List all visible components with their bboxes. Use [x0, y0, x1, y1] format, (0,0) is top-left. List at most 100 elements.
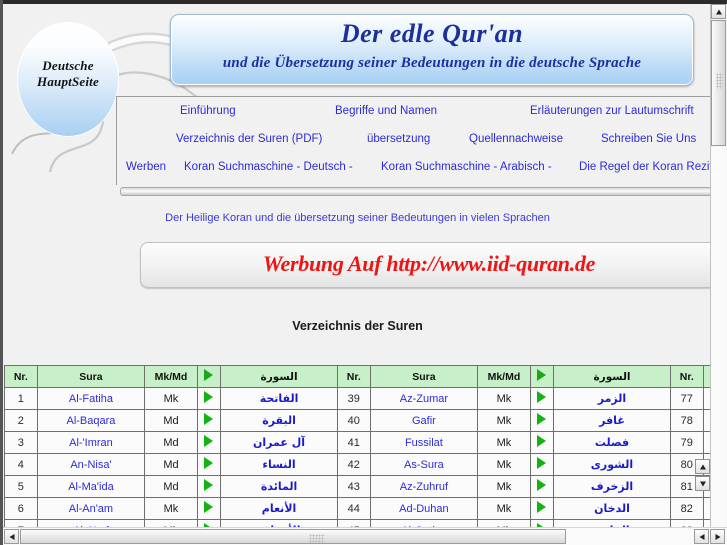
cell-play-button[interactable] — [196, 497, 222, 520]
cell-arabic[interactable]: الشورى — [553, 453, 671, 476]
cell-play-button[interactable] — [529, 387, 555, 410]
col-header-mkmd-1[interactable]: Mk/Md — [144, 365, 198, 388]
cell-sura[interactable]: An-Nisa' — [36, 453, 146, 476]
window-scroll-left-button-2[interactable] — [694, 529, 709, 544]
nav-link-row2-1[interactable]: übersetzung — [367, 133, 431, 145]
nav-link-row3-1[interactable]: Koran Suchmaschine - Deutsch - — [184, 161, 353, 173]
cell-arabic[interactable]: الأعراف — [220, 519, 338, 528]
cell-play-button[interactable] — [529, 431, 555, 454]
cell-sura[interactable]: Al-Gatiya — [369, 519, 479, 528]
cell-sura[interactable]: Az-Zuhruf — [369, 475, 479, 498]
col-header-mkmd-2[interactable]: Mk/Md — [477, 365, 531, 388]
window-vertical-scroll-thumb[interactable] — [711, 20, 726, 146]
cell-play-button[interactable] — [529, 475, 555, 498]
col-header-nr-1[interactable]: Nr. — [4, 365, 38, 388]
cell-arabic[interactable]: الجاثية — [553, 519, 671, 528]
nav-link-row1-1[interactable]: Begriffe und Namen — [335, 105, 438, 117]
cell-play-button[interactable] — [529, 409, 555, 432]
window-scroll-up-button[interactable] — [711, 4, 726, 19]
cell-play-button[interactable] — [196, 519, 222, 528]
table-row[interactable]: 2Al-BaqaraMdالبقرة40GafirMkغافر78An-Naba… — [4, 409, 711, 432]
window-vertical-scroll-track[interactable] — [711, 147, 726, 527]
banner-title: Der edle Qur'an — [340, 19, 524, 48]
cell-arabic[interactable]: الأنعام — [220, 497, 338, 520]
table-row[interactable]: 1Al-FatihaMkالفاتحة39Az-ZumarMkالزمر77Al… — [4, 387, 711, 410]
cell-sura[interactable]: Al-An'am — [36, 497, 146, 520]
cell-play-button[interactable] — [196, 453, 222, 476]
cell-nr: 6 — [4, 497, 38, 520]
col-header-arabic-2[interactable]: السورة — [553, 365, 671, 388]
window-scroll-right-button[interactable] — [710, 529, 725, 544]
cell-play-button[interactable] — [196, 409, 222, 432]
cell-mkmd: Mk — [477, 475, 531, 498]
cell-sura[interactable]: Al-Fatiha — [36, 387, 146, 410]
window-scroll-left-button[interactable] — [4, 529, 19, 544]
cell-arabic[interactable]: آل عمران — [220, 431, 338, 454]
cell-arabic[interactable]: المائدة — [220, 475, 338, 498]
cell-play-button[interactable] — [196, 475, 222, 498]
table-row[interactable]: 4An-Nisa'Mdالنساء42As-SuraMkالشورى80'Aba… — [4, 453, 711, 476]
cell-play-button[interactable] — [529, 497, 555, 520]
cell-arabic[interactable]: الدخان — [553, 497, 671, 520]
chevron-down-icon — [699, 481, 706, 486]
play-icon — [537, 391, 547, 403]
cell-arabic[interactable]: النساء — [220, 453, 338, 476]
nav-link-row2-0[interactable]: Verzeichnis der Suren (PDF) — [176, 133, 323, 145]
col-header-sura-2[interactable]: Sura — [369, 365, 479, 388]
cell-sura[interactable]: Fussilat — [369, 431, 479, 454]
cell-play-button[interactable] — [196, 431, 222, 454]
cell-mkmd: Md — [144, 475, 198, 498]
cell-arabic[interactable]: فصلت — [553, 431, 671, 454]
cell-sura[interactable]: Al-Baqara — [36, 409, 146, 432]
nav-link-row1-0[interactable]: Einführung — [180, 105, 236, 117]
cell-arabic[interactable]: البقرة — [220, 409, 338, 432]
cell-sura[interactable]: Al-Mutaffifin — [702, 519, 711, 528]
cell-sura[interactable]: Ad-Duhan — [369, 497, 479, 520]
col-header-play-2[interactable] — [529, 365, 555, 388]
logo-line-2: HauptSeite — [37, 74, 99, 89]
table-scroll-up-button[interactable] — [695, 459, 710, 474]
window-vertical-scrollbar[interactable] — [710, 4, 727, 527]
advertisement-box[interactable]: Werbung Auf http://www.iid-quran.de — [140, 242, 711, 288]
col-header-nr-3[interactable]: Nr. — [669, 365, 704, 388]
cell-play-button[interactable] — [529, 519, 555, 528]
suren-table-container[interactable]: Nr. Sura Mk/Md السورة Nr. Sura Mk/Md الس… — [4, 365, 711, 528]
nav-link-row3-0[interactable]: Werben — [126, 161, 167, 173]
cell-sura[interactable]: Az-Zumar — [369, 387, 479, 410]
nav-link-row3-2[interactable]: Koran Suchmaschine - Arabisch - — [381, 161, 552, 173]
nav-link-row3-3[interactable]: Die Regel der Koran Rezit — [579, 161, 711, 173]
cell-sura[interactable]: Al-'Imran — [36, 431, 146, 454]
nav-link-row1-2[interactable]: Erläuterungen zur Lautumschrift — [530, 105, 694, 117]
table-scroll-down-button[interactable] — [695, 476, 710, 491]
table-row[interactable]: 5 Al-Ma'ida Md المائدة 43 Az-Zuhruf Mk الزخرف 81… — [4, 475, 711, 498]
col-header-play-1[interactable] — [196, 365, 222, 388]
play-icon — [537, 479, 547, 491]
col-header-nr-2[interactable]: Nr. — [336, 365, 371, 388]
cell-arabic[interactable]: الزمر — [553, 387, 671, 410]
cell-sura[interactable]: Gafir — [369, 409, 479, 432]
cell-play-button[interactable] — [529, 453, 555, 476]
cell-sura[interactable]: Al-Ma'ida — [36, 475, 146, 498]
play-icon — [204, 435, 214, 447]
window-horizontal-scrollbar[interactable] — [3, 527, 727, 545]
table-vertical-scrollbar[interactable] — [695, 459, 711, 497]
play-icon — [204, 391, 214, 403]
cell-nr: 78 — [669, 409, 704, 432]
table-row[interactable]: 6Al-An'amMkالأنعام44Ad-DuhanMkالدخان82Al… — [4, 497, 711, 520]
window-horizontal-scroll-thumb[interactable] — [20, 529, 566, 544]
nav-link-row2-2[interactable]: Quellennachweise — [469, 133, 563, 145]
cell-arabic[interactable]: الفاتحة — [220, 387, 338, 410]
col-header-arabic-1[interactable]: السورة — [220, 365, 338, 388]
logo-badge[interactable]: Deutsche HauptSeite — [17, 22, 119, 137]
cell-sura[interactable]: Al-A'raf — [36, 519, 146, 528]
cell-arabic[interactable]: غافر — [553, 409, 671, 432]
window-top-border — [0, 0, 727, 4]
cell-arabic[interactable]: الزخرف — [553, 475, 671, 498]
cell-sura[interactable]: As-Sura — [369, 453, 479, 476]
table-row[interactable]: 7Al-A'rafMkالأعراف45Al-GatiyaMkالجاثية83… — [4, 519, 711, 528]
nav-link-row2-3[interactable]: Schreiben Sie Uns — [601, 133, 697, 145]
col-header-sura-1[interactable]: Sura — [36, 365, 146, 388]
cell-play-button[interactable] — [196, 387, 222, 410]
cell-nr: 3 — [4, 431, 38, 454]
